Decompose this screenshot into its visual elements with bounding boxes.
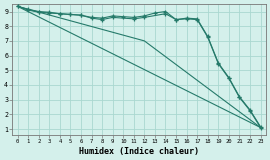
X-axis label: Humidex (Indice chaleur): Humidex (Indice chaleur) [79, 147, 199, 156]
